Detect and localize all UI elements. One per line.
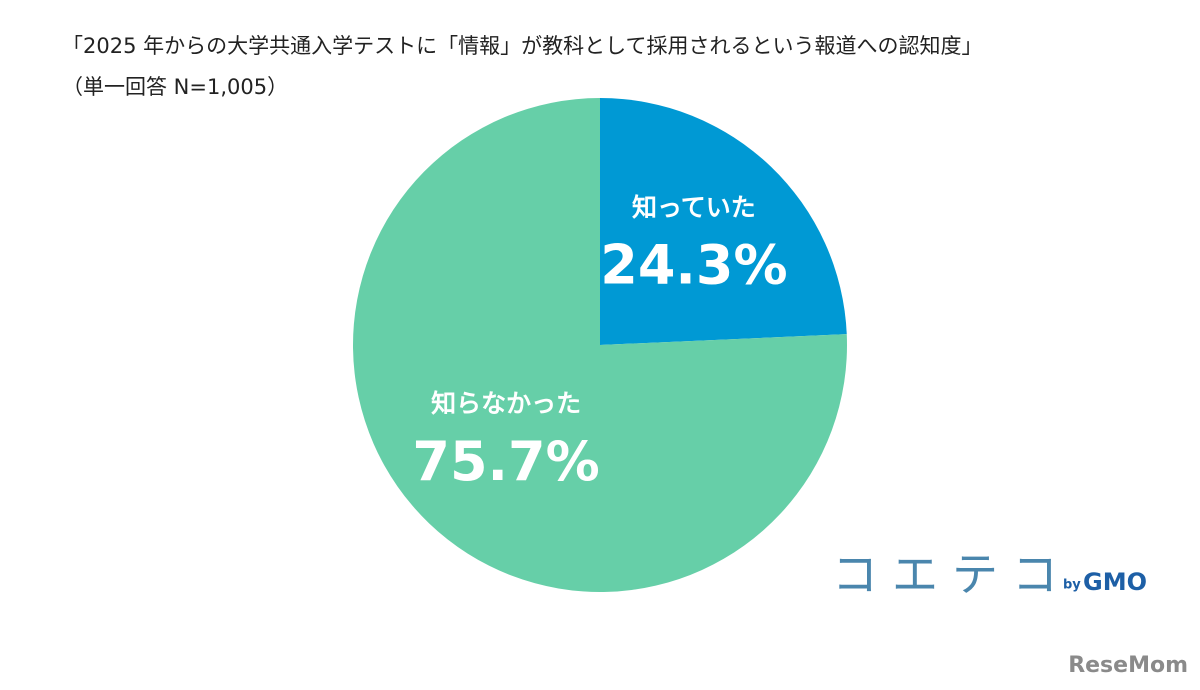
chart-title: 「2025 年からの大学共通入学テストに「情報」が教科として採用されるという報道… xyxy=(62,34,983,58)
pie: 知っていた 24.3% 知らなかった 75.7% xyxy=(352,98,847,592)
watermark: ReseMom xyxy=(1068,653,1188,678)
slice-label: 知っていた xyxy=(632,193,756,222)
slice-label: 知らなかった xyxy=(431,389,581,418)
brand-logo: コエテコ xyxy=(832,548,1072,602)
chart-subtitle: （単一回答 N=1,005） xyxy=(62,75,288,99)
logo-by: by xyxy=(1063,578,1081,593)
logo-company: GMO xyxy=(1083,568,1147,596)
slice-value-label: 75.7% xyxy=(412,430,599,493)
slice-value-label: 24.3% xyxy=(600,233,787,296)
pie-slice xyxy=(600,98,847,345)
pie-slice xyxy=(352,98,847,592)
